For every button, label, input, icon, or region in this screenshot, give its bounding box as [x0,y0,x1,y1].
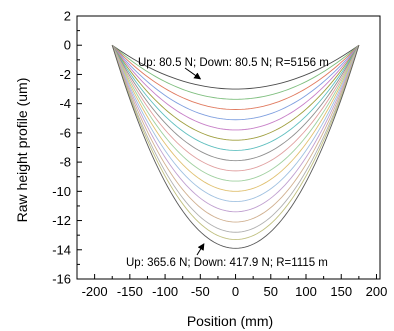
x-tick-label: -200 [82,284,108,299]
series-line [111,45,360,162]
annotation-top-label: Up: 80.5 N; Down: 80.5 N; R=5156 m [138,57,329,69]
y-tick-label: 0 [64,38,71,53]
series-line [111,44,360,151]
y-tick-label: -6 [59,125,71,140]
y-tick-label: -4 [59,96,71,111]
y-axis-title: Raw height profile (um) [14,78,30,223]
series-line [111,44,360,100]
series-line [111,44,360,131]
annotation-bottom-label: Up: 365.6 N; Down: 417.9 N; R=1115 m [126,257,328,269]
series-line [111,45,360,249]
series-line [111,44,360,110]
y-tick-label: -2 [59,67,71,82]
series-line [111,45,360,241]
y-tick-label: -10 [52,184,71,199]
series-line [111,45,360,223]
series-line [111,45,360,172]
series-line [111,44,360,121]
x-tick-label: 200 [366,284,388,299]
series-layer [111,44,360,249]
series-line [111,45,360,203]
series-line [111,44,360,90]
y-tick-label: -8 [59,155,71,170]
x-tick-label: 150 [330,284,352,299]
y-tick-label: -12 [52,213,71,228]
x-axis-title: Position (mm) [187,313,273,329]
y-tick-label: -14 [52,242,71,257]
x-tick-label: -100 [152,284,178,299]
series-line [111,45,360,192]
x-tick-label: 100 [295,284,317,299]
y-tick-label: 2 [64,9,71,24]
series-line [111,44,360,141]
x-ticks: -200 -150 -100 -50 0 50 100 150 200 [82,274,388,299]
annotations: Up: 80.5 N; Down: 80.5 N; R=5156 m Up: 36… [126,57,329,269]
annotation-top-arrow [184,67,202,80]
series-line [111,45,360,233]
y-tick-label: -16 [52,272,71,287]
series-line [111,45,360,182]
x-tick-label: 50 [264,284,278,299]
x-tick-label: -50 [191,284,210,299]
annotation-bottom-arrow [196,243,205,256]
series-line [111,45,360,213]
y-ticks: 2 0 -2 -4 -6 -8 -10 -12 -14 -16 [52,9,82,287]
x-tick-label: 0 [232,284,239,299]
x-tick-label: -150 [117,284,143,299]
